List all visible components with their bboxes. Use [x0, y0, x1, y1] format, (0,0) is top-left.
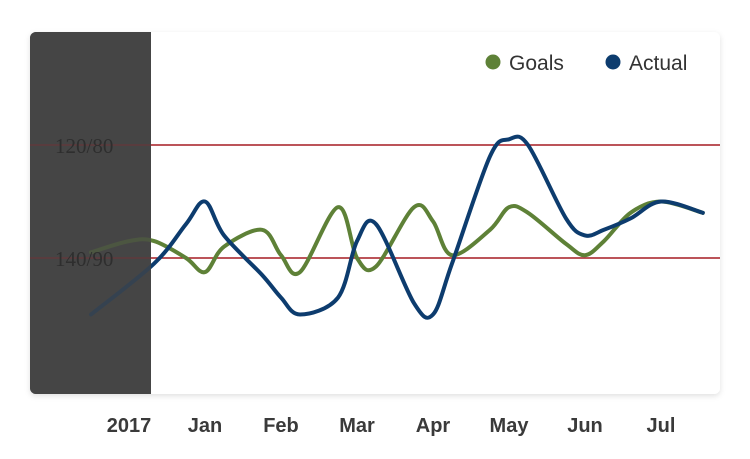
reference-label-120-80: 120/80: [55, 134, 113, 158]
series-line-actual: [89, 134, 705, 320]
x-tick-label-may: May: [490, 415, 530, 437]
x-tick-label-jul: Jul: [647, 415, 676, 437]
shaded-period-overlay: [30, 32, 151, 394]
legend: Goals Actual: [485, 52, 687, 75]
legend-marker-actual: [605, 54, 621, 70]
series-line-goals: [89, 199, 705, 276]
x-tick-label-2017: 2017: [107, 415, 152, 437]
x-tick-label-apr: Apr: [416, 415, 451, 437]
reference-label-140-90: 140/90: [55, 247, 113, 271]
legend-marker-goals: [485, 54, 501, 70]
legend-label-actual: Actual: [629, 52, 687, 75]
legend-label-goals: Goals: [509, 52, 564, 75]
x-tick-label-mar: Mar: [339, 415, 375, 437]
x-tick-label-feb: Feb: [263, 415, 299, 437]
x-tick-label-jan: Jan: [188, 415, 222, 437]
plot-area: [30, 32, 720, 394]
x-tick-label-jun: Jun: [567, 415, 603, 437]
